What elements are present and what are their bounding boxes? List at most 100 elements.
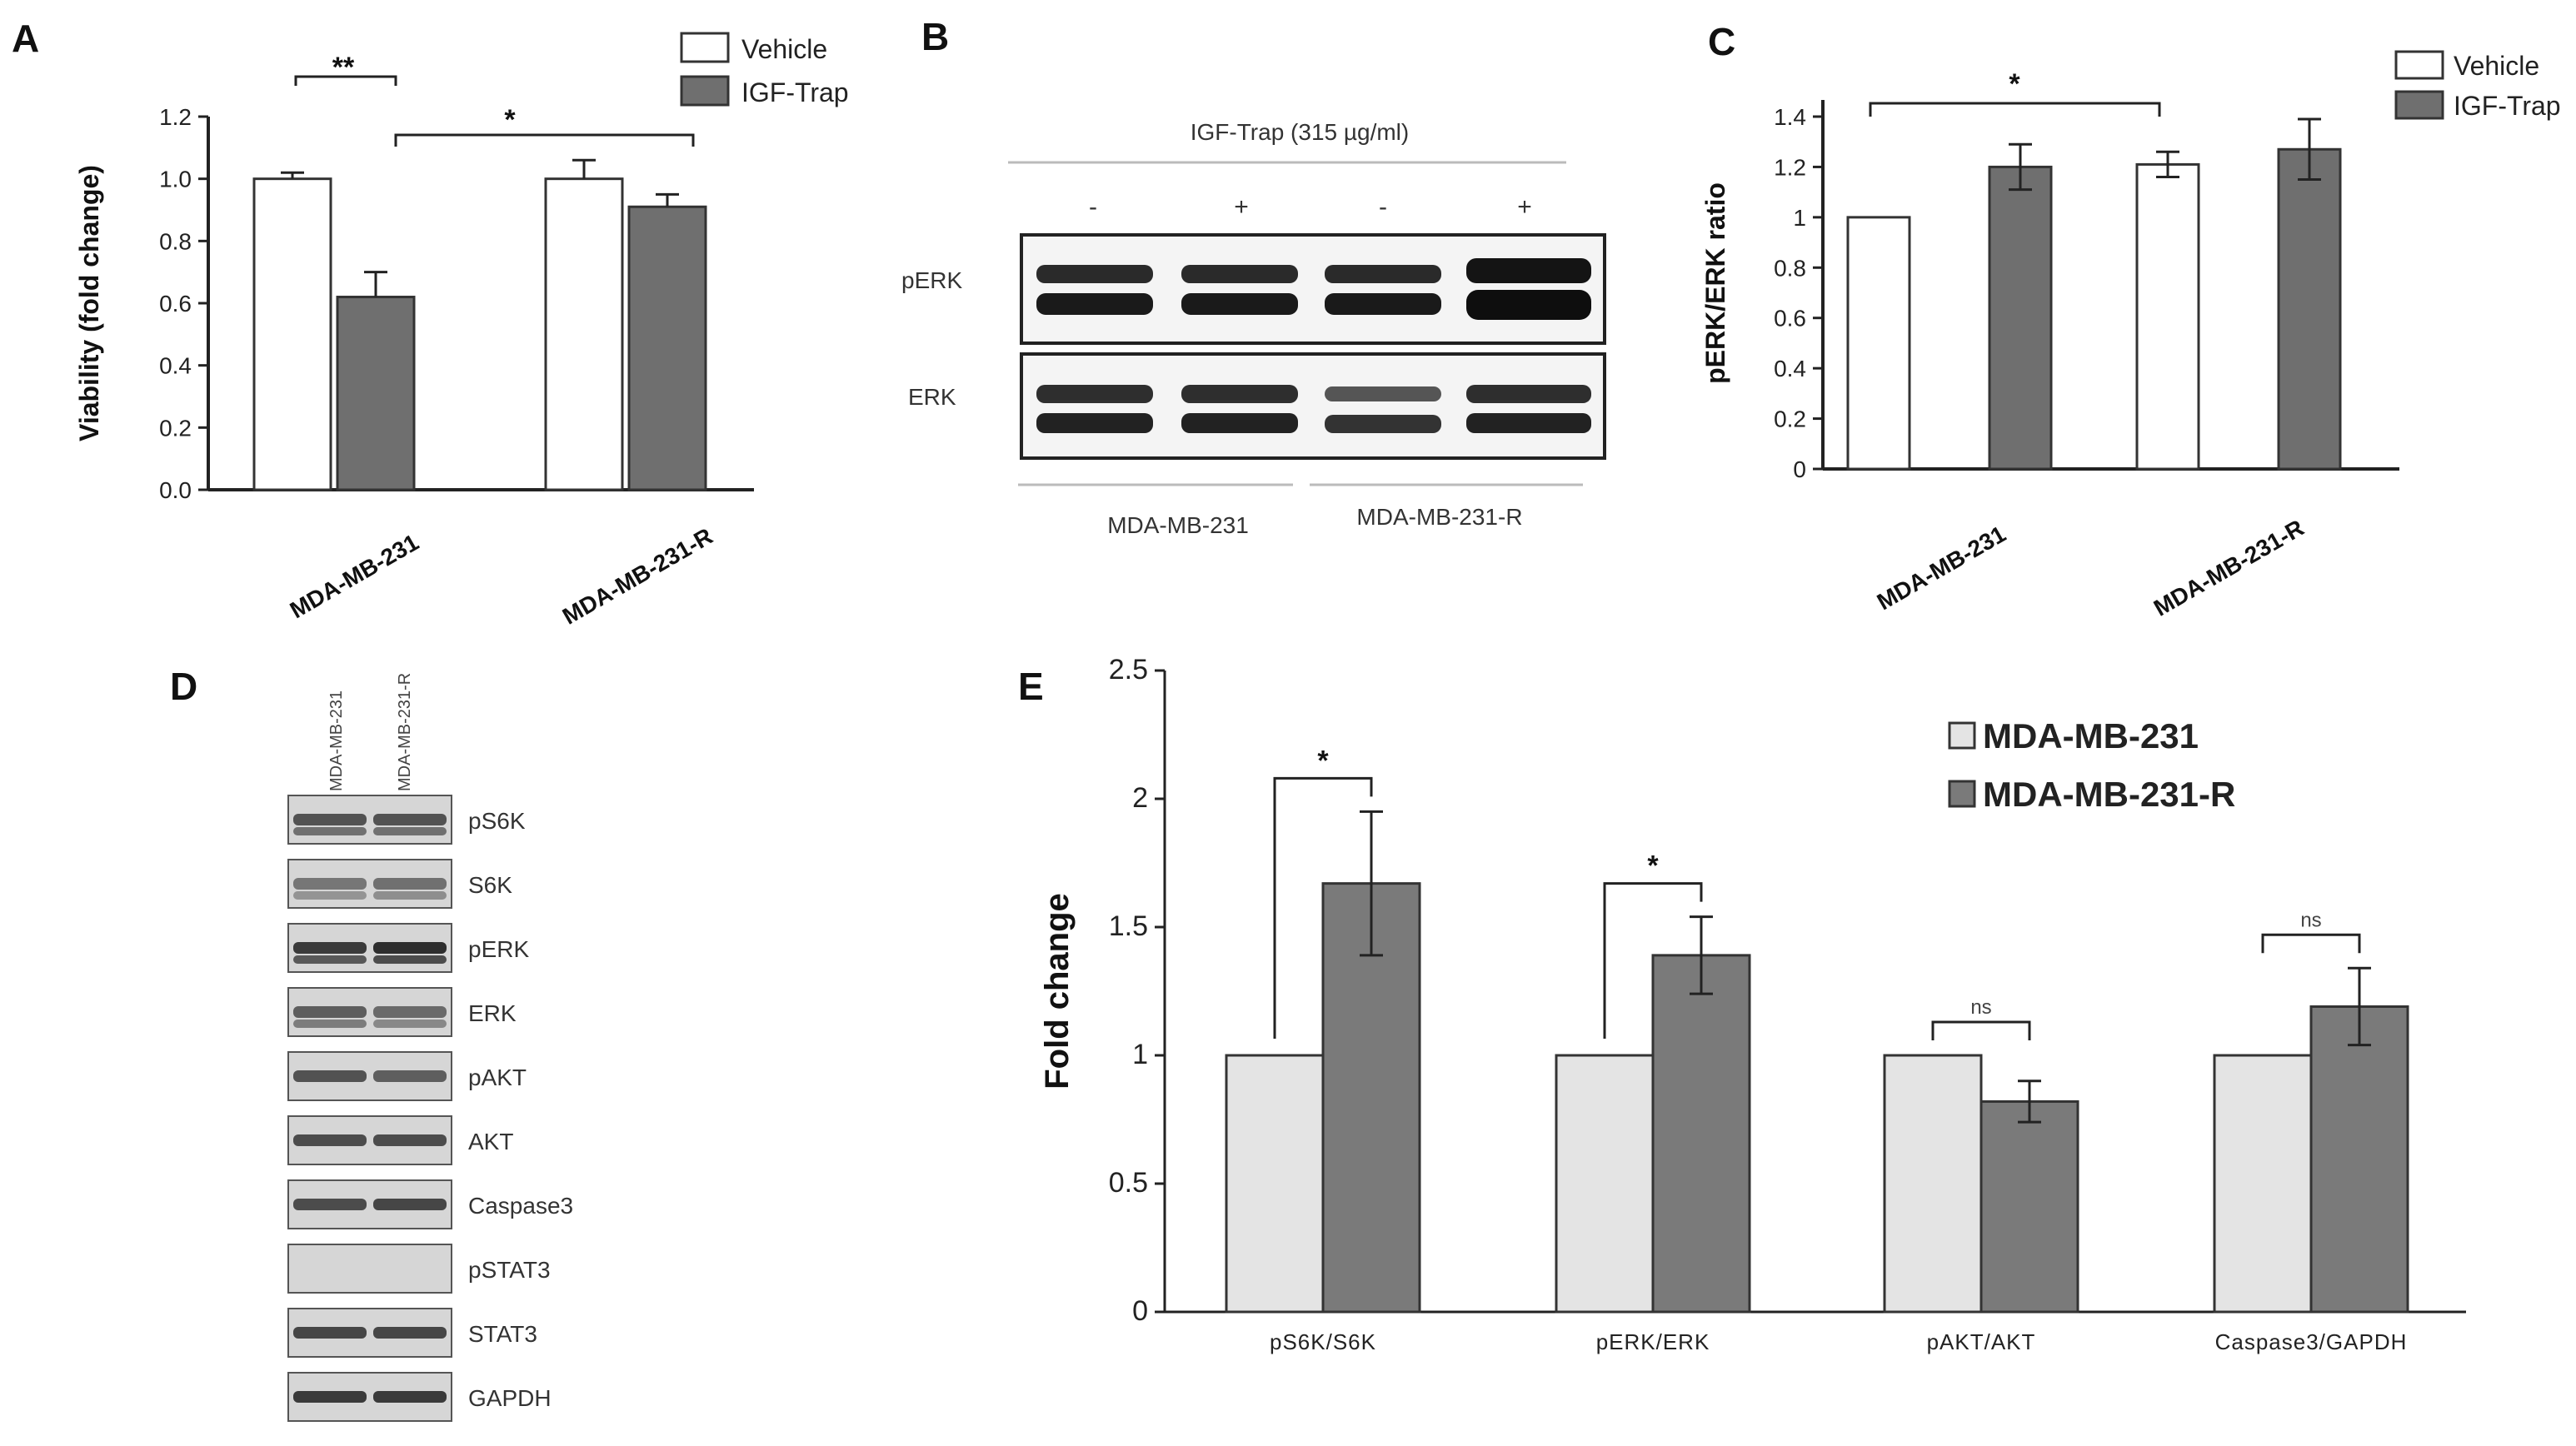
bar-vehicle-1: [2135, 162, 2200, 471]
significance-bracket: [1603, 882, 1703, 1039]
y-tick-label: 1: [1132, 1039, 1148, 1070]
significance-bracket: [2261, 933, 2361, 954]
panel-b-sign-1: -: [1089, 193, 1097, 221]
blot-strip: [287, 1244, 452, 1294]
significance-label: ns: [2300, 909, 2321, 931]
significance-bracket: [1931, 1020, 2031, 1040]
blot-band: [373, 1020, 447, 1028]
panel-c-bars: [1846, 117, 2342, 471]
blot-band: [293, 942, 367, 954]
y-tick-label: 0.2: [159, 415, 192, 441]
panel-a-bracket-2: [394, 133, 695, 147]
y-tick-label: 0.8: [1774, 255, 1806, 281]
y-tick-label: 0.8: [159, 228, 192, 254]
panel-e-legend-1: MDA-MB-231: [1983, 716, 2199, 755]
y-tick-label: 2: [1132, 782, 1148, 814]
bar-vehicle-1: [544, 177, 624, 491]
blot-band: [293, 1199, 367, 1210]
panel-c-legend-igf: IGF-Trap: [2454, 91, 2561, 121]
panel-a-y-axis: 0.0 0.2 0.4 0.6 0.8 1.0 1.2: [159, 104, 208, 503]
blot-band: [373, 1391, 447, 1403]
panel-e-categories: pS6K/S6K pERK/ERK pAKT/AKT Caspase3/GAPDH: [1270, 1329, 2408, 1354]
blot-row-label: pAKT: [468, 1065, 527, 1090]
bar-igf-trap-1: [627, 205, 707, 491]
y-tick-label: 0.6: [159, 291, 192, 317]
bar-vehicle-0: [252, 177, 332, 491]
y-tick-label: 2.5: [1109, 654, 1148, 686]
y-tick-label: 1: [1793, 205, 1806, 231]
bar-igf-trap-0: [336, 296, 416, 491]
panel-e-legend-swatch-2: [1948, 780, 1976, 808]
bar-igf-trap-1: [2277, 147, 2342, 471]
bar-vehicle-0: [1846, 216, 1911, 471]
blot-band: [373, 814, 447, 825]
category-label: Caspase3/GAPDH: [2215, 1329, 2408, 1354]
blot-row-label: AKT: [468, 1129, 513, 1154]
panel-e: E 0 0.5 1 1.5 2 2.5 Fold change * * ns ns pS6K/S…: [1018, 654, 2466, 1354]
blot-band: [293, 1134, 367, 1146]
panel-d: D MDA-MB-231 MDA-MB-231-R pS6K S6K pERK ERK…: [170, 665, 573, 1422]
blot-band: [293, 878, 367, 890]
y-tick-label: 0.2: [1774, 406, 1806, 432]
panel-b-treatment-label: IGF-Trap (315 µg/ml): [1191, 119, 1409, 145]
category-label: pAKT/AKT: [1927, 1329, 2036, 1354]
y-tick-label: 0.4: [1774, 356, 1806, 381]
blot-band: [293, 891, 367, 900]
blot-row-label: ERK: [468, 1000, 517, 1026]
blot-band: [293, 1327, 367, 1339]
panel-b-blot-erk: [1020, 352, 1606, 460]
panel-b-row-perk: pERK: [901, 267, 962, 293]
panel-c: C 00.20.40.60.811.21.4 pERK/ERK ratio * …: [1700, 20, 2561, 621]
panel-c-y-axis: 0 0.2 0.4 0.6 0.8 1 1.2 1.4: [1774, 104, 1823, 482]
panel-e-ylabel: Fold change: [1039, 893, 1076, 1089]
blot-band: [373, 878, 447, 890]
panel-a-legend-igf: IGF-Trap: [741, 77, 849, 107]
panel-a: A 0.0 0.2 0.4 0.6 0.8 1.0 1.2 Viability (fold …: [12, 17, 849, 630]
category-label: pERK/ERK: [1596, 1329, 1710, 1354]
blot-band: [373, 1327, 447, 1339]
panel-d-lane-1: MDA-MB-231: [327, 691, 346, 791]
panel-b-letter: B: [921, 15, 949, 58]
panel-a-bracket-1: [294, 75, 397, 86]
blot-row-label: S6K: [468, 872, 512, 898]
blot-band: [373, 942, 447, 954]
blot-band: [373, 827, 447, 835]
panel-e-annotations: * * ns ns: [1273, 745, 2361, 1040]
significance-label: *: [1647, 850, 1659, 882]
blot-row-label: pERK: [468, 936, 529, 962]
blot-band: [373, 891, 447, 900]
bar-mda-mb-231-r-2: [1979, 1099, 2079, 1314]
blot-band: [293, 1391, 367, 1403]
bar-mda-mb-231-2: [1883, 1054, 1983, 1314]
panel-b: B IGF-Trap (315 µg/ml) - + - + pERK ERK: [901, 15, 1606, 538]
panel-a-ylabel: Viability (fold change): [74, 165, 104, 441]
bar-mda-mb-231-1: [1555, 1054, 1655, 1314]
panel-e-letter: E: [1018, 665, 1044, 708]
significance-bracket: [1273, 776, 1373, 1039]
bar-mda-mb-231-r-1: [1651, 954, 1751, 1314]
blot-row-label: pSTAT3: [468, 1257, 551, 1283]
blot-band: [293, 955, 367, 964]
blot-band: [373, 955, 447, 964]
panel-a-legend-vehicle: Vehicle: [741, 34, 827, 64]
panel-b-bands-erk: [1036, 385, 1591, 433]
panel-d-letter: D: [170, 665, 197, 708]
blot-row-label: GAPDH: [468, 1385, 552, 1411]
panel-c-significance: *: [2009, 68, 2020, 100]
y-tick-label: 1.5: [1109, 910, 1148, 942]
panel-a-legend-swatch-vehicle: [680, 32, 730, 63]
panel-b-group-2: MDA-MB-231-R: [1356, 504, 1522, 530]
y-tick-label: 0.0: [159, 477, 192, 503]
panel-e-legend-2: MDA-MB-231-R: [1983, 775, 2235, 814]
panel-a-letter: A: [12, 17, 39, 60]
y-tick-label: 1.2: [1774, 154, 1806, 180]
bar-mda-mb-231-3: [2213, 1054, 2313, 1314]
category-label: pS6K/S6K: [1270, 1329, 1376, 1354]
y-tick-label: 0: [1793, 456, 1806, 482]
panel-c-legend-swatch-vehicle: [2394, 50, 2444, 80]
panel-a-category-2: MDA-MB-231-R: [558, 523, 717, 630]
panel-b-blot-perk: [1020, 233, 1606, 345]
blot-band: [373, 1199, 447, 1210]
y-tick-label: 0.6: [1774, 306, 1806, 332]
